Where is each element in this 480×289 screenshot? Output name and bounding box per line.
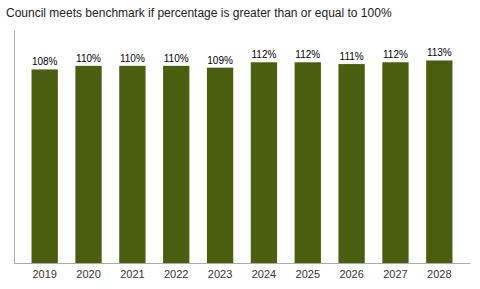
y-axis xyxy=(14,31,15,264)
x-tick: 2026 xyxy=(339,268,363,280)
bar xyxy=(251,62,277,263)
bar xyxy=(75,66,101,263)
bar xyxy=(295,62,321,263)
data-label: 109% xyxy=(207,55,233,66)
bar xyxy=(338,64,364,263)
x-tick-label: 2022 xyxy=(164,268,188,280)
bar xyxy=(382,62,408,263)
x-tick-label: 2020 xyxy=(76,268,100,280)
data-label: 110% xyxy=(164,53,189,64)
title: Council meets benchmark if percentage is… xyxy=(6,6,392,20)
x-tick-label: 2019 xyxy=(32,268,56,280)
data-label: 110% xyxy=(76,53,101,64)
x-tick: 2025 xyxy=(296,268,320,280)
x-tick-label: 2021 xyxy=(120,268,144,280)
x-axis: 2019 2020 2021 2022 2023 2024 2025 2026 2027 2028 xyxy=(15,264,471,280)
x-tick-label: 2025 xyxy=(296,268,320,280)
bar xyxy=(119,66,145,263)
x-tick-label: 2024 xyxy=(252,268,276,280)
x-tick-label: 2023 xyxy=(208,268,232,280)
y-axis-line xyxy=(14,31,15,264)
x-tick-label: 2028 xyxy=(427,268,451,280)
x-tick: 2020 xyxy=(76,268,100,280)
x-tick: 2024 xyxy=(252,268,276,280)
x-axis-line xyxy=(15,263,471,264)
data-label: 108% xyxy=(32,56,58,67)
bar xyxy=(207,68,233,263)
x-tick: 2021 xyxy=(120,268,144,280)
data-label: 112% xyxy=(295,49,320,60)
x-tick: 2023 xyxy=(208,268,232,280)
plot: 108% 110% 110% 110% 109% 112% 112% 111% 112% 113%… xyxy=(15,31,471,280)
x-tick-label: 2026 xyxy=(339,268,363,280)
data-label: 111% xyxy=(340,51,364,62)
chart: 108% 110% 110% 110% 109% 112% 112% 111% 112% 113%… xyxy=(0,0,480,289)
x-tick: 2019 xyxy=(32,268,56,280)
data-label: 113% xyxy=(427,47,452,58)
bar xyxy=(163,66,189,263)
bars xyxy=(32,60,453,263)
bar xyxy=(32,69,58,263)
data-label: 112% xyxy=(383,49,408,60)
x-tick: 2028 xyxy=(427,268,451,280)
x-tick-label: 2027 xyxy=(383,268,407,280)
data-label: 112% xyxy=(252,49,277,60)
bar xyxy=(426,60,452,263)
data-labels: 108% 110% 110% 110% 109% 112% 112% 111% 112% 113% xyxy=(32,47,452,67)
x-tick: 2022 xyxy=(164,268,188,280)
data-label: 110% xyxy=(120,53,145,64)
x-tick: 2027 xyxy=(383,268,407,280)
